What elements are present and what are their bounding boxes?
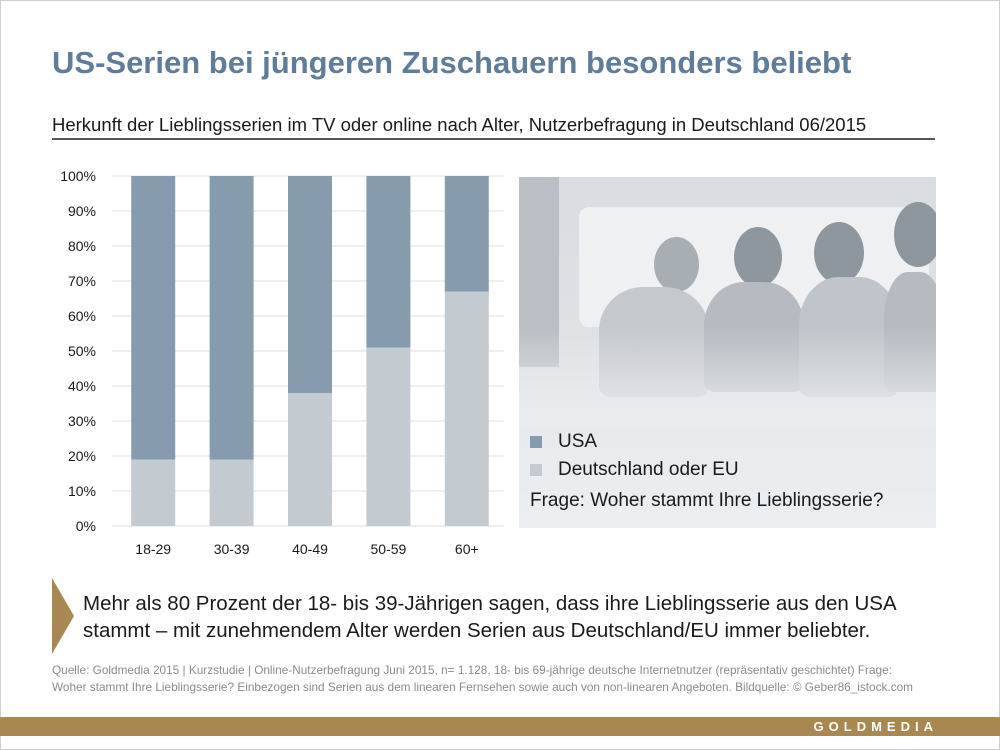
stacked-bar-chart: 0% 10% 20% 30% 40% 50% 60% 70% 80% 90% 100% 18-29 30… [60,168,504,557]
bar-segment-usa [366,176,411,348]
y-tick-label: 60% [68,308,96,324]
bar-segment-usa [444,176,489,292]
y-tick-label: 40% [68,378,96,394]
gold-arrow-icon [52,578,74,654]
person-head-1 [654,237,699,292]
legend-item-de-eu: Deutschland oder EU [530,456,739,484]
key-takeaway: Mehr als 80 Prozent der 18- bis 39-Jähri… [83,590,963,644]
footer-bar [0,717,1000,736]
legend-label-usa: USA [558,431,598,452]
y-tick-label: 90% [68,203,96,219]
bar-segment-de-eu [131,459,176,526]
x-tick-label: 50-59 [370,541,406,557]
x-tick-label: 30-39 [214,541,250,557]
legend-item-usa: USA [530,428,739,456]
y-tick-label: 70% [68,273,96,289]
bar-segment-de-eu [288,393,332,526]
bar-segment-de-eu [366,347,411,526]
bar-segment-de-eu [444,291,489,526]
legend-swatch-usa [530,436,542,448]
source-note: Quelle: Goldmedia 2015 | Kurzstudie | On… [52,662,952,696]
person-head-2 [734,227,782,287]
person-head-4 [894,202,936,267]
person-head-3 [814,222,864,284]
x-tick-label: 18-29 [135,541,171,557]
source-line-1: Quelle: Goldmedia 2015 | Kurzstudie | On… [52,663,892,677]
y-tick-label: 30% [68,413,96,429]
legend-swatch-de-eu [530,464,542,476]
y-tick-label: 0% [76,518,96,534]
x-tick-label: 60+ [455,541,479,557]
y-tick-label: 80% [68,238,96,254]
chart-subtitle: Herkunft der Lieblingsserien im TV oder … [52,114,867,135]
chart-legend: USA Deutschland oder EU [530,428,739,484]
y-tick-label: 10% [68,483,96,499]
photo-fade [519,327,936,427]
subtitle-underline [52,138,935,140]
x-tick-label: 40-49 [292,541,328,557]
y-tick-label: 20% [68,448,96,464]
y-tick-label: 50% [68,343,96,359]
takeaway-line-1: Mehr als 80 Prozent der 18- bis 39-Jähri… [83,592,897,615]
source-line-2: Woher stammt Ihre Lieblingsserie? Einbez… [52,680,913,694]
legend-label-de-eu: Deutschland oder EU [558,459,739,480]
y-tick-label: 100% [60,168,96,184]
friends-watching-tv-photo [519,177,936,528]
brand-logo: GOLDMEDIA [813,719,938,734]
survey-question: Frage: Woher stammt Ihre Lieblingsserie? [530,490,884,511]
page-title: US-Serien bei jüngeren Zuschauern besond… [52,45,852,80]
bar-segment-de-eu [209,459,254,526]
takeaway-line-2: stammt – mit zunehmendem Alter werden Se… [83,619,871,642]
bar-segment-usa [288,176,332,393]
bar-segment-usa [209,176,254,460]
bar-segment-usa [131,176,176,460]
